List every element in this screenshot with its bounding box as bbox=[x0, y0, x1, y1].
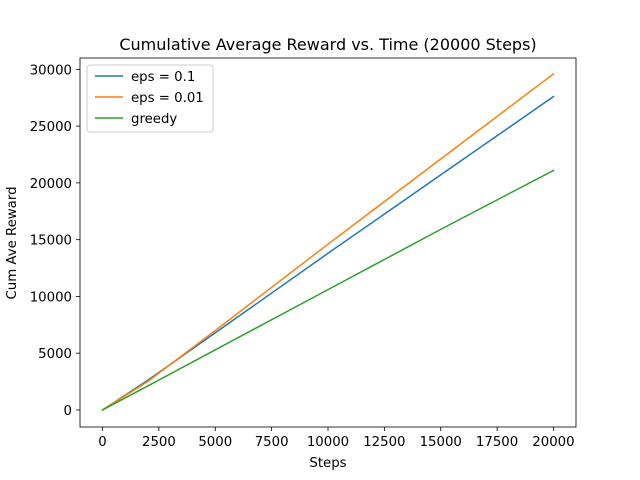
x-tick-label-6: 15000 bbox=[420, 435, 462, 450]
x-tick-label-3: 7500 bbox=[255, 435, 289, 450]
y-tick-label-4: 20000 bbox=[30, 177, 72, 192]
legend: eps = 0.1 eps = 0.01 greedy bbox=[87, 65, 213, 132]
chart-title: Cumulative Average Reward vs. Time (2000… bbox=[119, 35, 536, 54]
x-tick-label-4: 10000 bbox=[307, 435, 349, 450]
x-tick-label-1: 2500 bbox=[142, 435, 176, 450]
x-tick-label-0: 0 bbox=[98, 435, 106, 450]
series-line-2 bbox=[103, 170, 554, 410]
legend-label-2: greedy bbox=[131, 112, 177, 127]
y-axis-title: Cum Ave Reward bbox=[5, 186, 20, 299]
y-tick-label-0: 0 bbox=[64, 404, 72, 419]
y-tick-label-2: 10000 bbox=[30, 290, 72, 305]
y-tick-label-3: 15000 bbox=[30, 234, 72, 249]
x-tick-label-8: 20000 bbox=[532, 435, 574, 450]
series-line-0 bbox=[103, 97, 554, 410]
legend-label-1: eps = 0.01 bbox=[131, 91, 204, 106]
y-tick-label-1: 5000 bbox=[38, 347, 72, 362]
x-tick-label-2: 5000 bbox=[198, 435, 232, 450]
x-tick-label-7: 17500 bbox=[476, 435, 518, 450]
x-tick-label-5: 12500 bbox=[363, 435, 405, 450]
x-axis-title: Steps bbox=[309, 456, 346, 471]
y-tick-label-6: 30000 bbox=[30, 63, 72, 78]
legend-label-0: eps = 0.1 bbox=[131, 70, 195, 85]
y-tick-label-5: 25000 bbox=[30, 120, 72, 135]
